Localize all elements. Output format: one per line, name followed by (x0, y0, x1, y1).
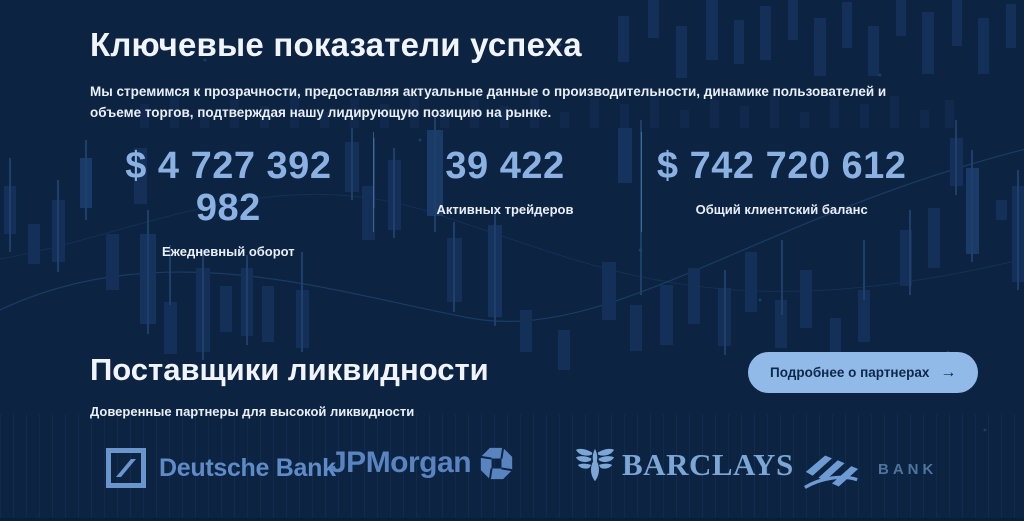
kpi-section-description: Мы стремимся к прозрачности, предоставля… (90, 84, 887, 120)
bank-of-america-logo: BANK (800, 446, 937, 492)
section-bottom-edge (0, 518, 1024, 521)
barclays-eagle-icon (576, 448, 614, 482)
stat-active-traders: 39 422 Активных трейдеров (367, 145, 644, 259)
stat-client-balance: $ 742 720 612 Общий клиентский баланс (643, 145, 920, 259)
kpi-stats-row: $ 4 727 392 982 Ежедневный оборот 39 422… (90, 145, 920, 259)
stat-label: Активных трейдеров (436, 201, 574, 217)
partner-logos-row: Deutsche Bank JPMorgan (0, 440, 1024, 500)
deutsche-bank-logo: Deutsche Bank (106, 448, 336, 488)
bank-wordmark: BANK (878, 460, 938, 478)
bofa-flag-icon (803, 455, 859, 489)
stats-divider (373, 132, 374, 232)
partners-section-title: Поставщики ликвидности (90, 352, 489, 387)
db-slash-square-icon (106, 448, 146, 488)
stat-value: $ 742 720 612 (656, 145, 907, 187)
chase-octagon-icon (480, 447, 513, 479)
partners-more-button-label: Подробнее о партнерах (770, 365, 930, 380)
stats-divider (641, 132, 642, 232)
stat-value: $ 4 727 392 982 (125, 145, 332, 229)
jpmorgan-logo: JPMorgan (330, 446, 513, 480)
partners-more-button[interactable]: Подробнее о партнерах → (748, 352, 979, 393)
barclays-wordmark: BARCLAYS (622, 447, 794, 482)
partners-section-subtitle: Доверенные партнеры для высокой ликвидно… (90, 404, 415, 419)
kpi-section-title: Ключевые показатели успеха (90, 26, 582, 63)
stat-daily-turnover: $ 4 727 392 982 Ежедневный оборот (90, 145, 367, 259)
barclays-logo: BARCLAYS (574, 446, 794, 484)
stat-label: Общий клиентский баланс (695, 201, 868, 217)
deutsche-bank-wordmark: Deutsche Bank (159, 453, 336, 482)
arrow-right-icon: → (940, 363, 957, 381)
stat-value: 39 422 (445, 145, 565, 187)
jpmorgan-wordmark: JPMorgan (330, 446, 472, 479)
stat-label: Ежедневный оборот (162, 243, 295, 259)
